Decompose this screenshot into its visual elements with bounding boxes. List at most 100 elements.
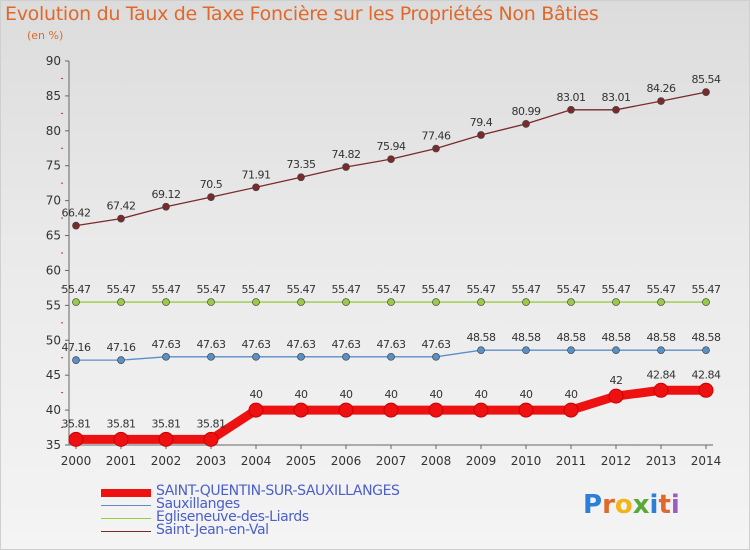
y-minor-tick: [61, 287, 63, 289]
data-label: 35.81: [197, 417, 226, 430]
data-label: 48.58: [512, 331, 541, 344]
legend-swatch: [101, 489, 151, 497]
data-label: 47.63: [422, 338, 451, 351]
logo-letter: r: [602, 490, 615, 520]
y-tick-label: 40: [46, 403, 61, 417]
data-label: 48.58: [467, 331, 496, 344]
chart-subtitle: (en %): [27, 29, 64, 42]
legend-swatch: [101, 505, 151, 506]
y-tick-label: 35: [46, 438, 61, 452]
data-label: 55.47: [692, 283, 721, 296]
x-tick-label: 2001: [106, 454, 137, 468]
data-point: [608, 388, 624, 404]
data-label: 79.4: [470, 116, 493, 129]
data-point: [342, 163, 350, 171]
data-label: 47.16: [62, 341, 91, 354]
y-minor-tick: [61, 147, 63, 149]
logo-letter: i: [649, 490, 659, 520]
data-point: [702, 346, 710, 355]
data-label: 77.46: [422, 130, 451, 143]
x-tick-label: 2007: [376, 454, 407, 468]
data-label: 48.58: [692, 331, 721, 344]
y-minor-tick: [61, 77, 63, 79]
x-tick-label: 2008: [421, 454, 452, 468]
data-point: [522, 298, 530, 306]
data-point: [297, 173, 305, 182]
data-label: 55.47: [332, 283, 361, 296]
data-point: [698, 382, 714, 398]
data-label: 42.84: [692, 368, 721, 381]
data-label: 47.63: [332, 338, 361, 351]
data-label: 48.58: [647, 331, 676, 344]
data-label: 83.01: [602, 91, 631, 104]
data-point: [113, 431, 129, 447]
y-minor-tick: [61, 182, 63, 184]
data-label: 55.47: [152, 283, 181, 296]
data-point: [387, 352, 395, 361]
data-label: 47.63: [152, 338, 181, 351]
data-label: 55.47: [107, 283, 136, 296]
data-label: 74.82: [332, 148, 361, 161]
data-label: 47.63: [287, 338, 316, 351]
data-point: [72, 356, 80, 364]
data-label: 55.47: [197, 283, 226, 296]
data-point: [252, 183, 260, 192]
data-point: [657, 97, 665, 105]
data-label: 40: [295, 388, 308, 401]
data-point: [203, 431, 219, 447]
chart-title: Evolution du Taux de Taxe Foncière sur l…: [5, 3, 599, 25]
x-tick-label: 2002: [151, 454, 182, 468]
data-label: 55.47: [242, 283, 271, 296]
y-minor-tick: [61, 427, 63, 429]
x-tick-label: 2010: [511, 454, 542, 468]
data-label: 40: [565, 388, 578, 401]
data-point: [383, 402, 399, 418]
data-point: [563, 402, 579, 418]
data-label: 35.81: [107, 417, 136, 430]
logo-letter: P: [583, 490, 603, 520]
y-tick-label: 85: [46, 89, 61, 103]
data-label: 35.81: [152, 417, 181, 430]
logo-letter: x: [632, 490, 650, 520]
x-tick-label: 2013: [646, 454, 677, 468]
data-label: 83.01: [557, 91, 586, 104]
y-minor-tick: [61, 252, 63, 254]
x-tick-label: 2011: [556, 454, 587, 468]
data-point: [72, 298, 80, 306]
y-tick-label: 50: [46, 333, 61, 347]
x-tick-label: 2003: [196, 454, 227, 468]
logo-letter: o: [614, 490, 633, 520]
data-label: 48.58: [602, 331, 631, 344]
data-point: [297, 352, 305, 361]
data-label: 40: [520, 388, 533, 401]
data-point: [522, 346, 530, 355]
data-label: 75.94: [377, 140, 406, 153]
data-point: [612, 346, 620, 355]
logo-letter: i: [670, 490, 680, 520]
data-point: [162, 202, 170, 211]
data-point: [387, 298, 395, 306]
data-label: 47.63: [197, 338, 226, 351]
y-tick-label: 55: [46, 298, 61, 312]
data-point: [657, 346, 665, 355]
x-tick-label: 2005: [286, 454, 317, 468]
data-point: [162, 352, 170, 361]
data-point: [432, 144, 440, 153]
data-point: [473, 402, 489, 418]
data-label: 35.81: [62, 417, 91, 430]
data-point: [342, 298, 350, 306]
data-label: 55.47: [467, 283, 496, 296]
y-minor-tick: [61, 392, 63, 394]
logo-letter: t: [658, 490, 671, 520]
proxiti-logo: Proxiti: [583, 490, 680, 520]
legend-swatch: [101, 518, 151, 519]
data-label: 70.5: [200, 178, 223, 191]
data-point: [297, 298, 305, 306]
data-point: [68, 431, 84, 447]
data-label: 84.26: [647, 82, 676, 95]
data-point: [207, 352, 215, 361]
data-label: 47.63: [242, 338, 271, 351]
data-point: [567, 346, 575, 355]
data-label: 80.99: [512, 105, 541, 118]
data-label: 47.16: [107, 341, 136, 354]
